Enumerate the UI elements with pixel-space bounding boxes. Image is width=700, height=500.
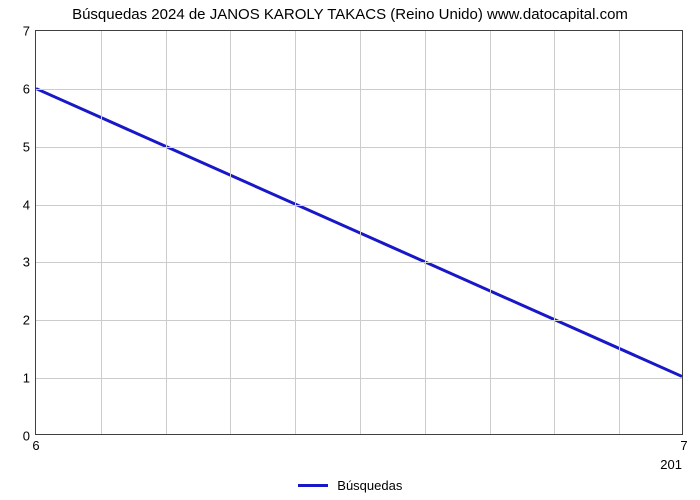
y-tick-label: 6 <box>23 81 30 96</box>
series-line <box>36 31 682 434</box>
y-tick-label: 4 <box>23 197 30 212</box>
gridline-vertical <box>425 31 426 434</box>
gridline-horizontal <box>36 147 682 148</box>
gridline-horizontal <box>36 89 682 90</box>
gridline-horizontal <box>36 378 682 379</box>
legend-label: Búsquedas <box>337 478 402 493</box>
y-tick-label: 7 <box>23 24 30 39</box>
y-tick-label: 3 <box>23 255 30 270</box>
gridline-horizontal <box>36 320 682 321</box>
y-tick-label: 2 <box>23 313 30 328</box>
y-tick-label: 5 <box>23 139 30 154</box>
gridline-horizontal <box>36 262 682 263</box>
gridline-vertical <box>554 31 555 434</box>
x-tick-label: 6 <box>32 438 39 453</box>
gridline-vertical <box>490 31 491 434</box>
chart-title: Búsquedas 2024 de JANOS KAROLY TAKACS (R… <box>0 6 700 23</box>
footer-text: 201 <box>660 457 682 472</box>
x-tick-label: 7 <box>680 438 687 453</box>
gridline-vertical <box>619 31 620 434</box>
legend-swatch <box>298 484 328 487</box>
legend: Búsquedas <box>0 477 700 493</box>
gridline-vertical <box>360 31 361 434</box>
gridline-horizontal <box>36 205 682 206</box>
gridline-vertical <box>101 31 102 434</box>
chart-container: Búsquedas 2024 de JANOS KAROLY TAKACS (R… <box>0 0 700 500</box>
y-tick-label: 0 <box>23 429 30 444</box>
plot-area: 0123456767 <box>35 30 683 435</box>
gridline-vertical <box>230 31 231 434</box>
gridline-vertical <box>166 31 167 434</box>
gridline-vertical <box>295 31 296 434</box>
y-tick-label: 1 <box>23 371 30 386</box>
